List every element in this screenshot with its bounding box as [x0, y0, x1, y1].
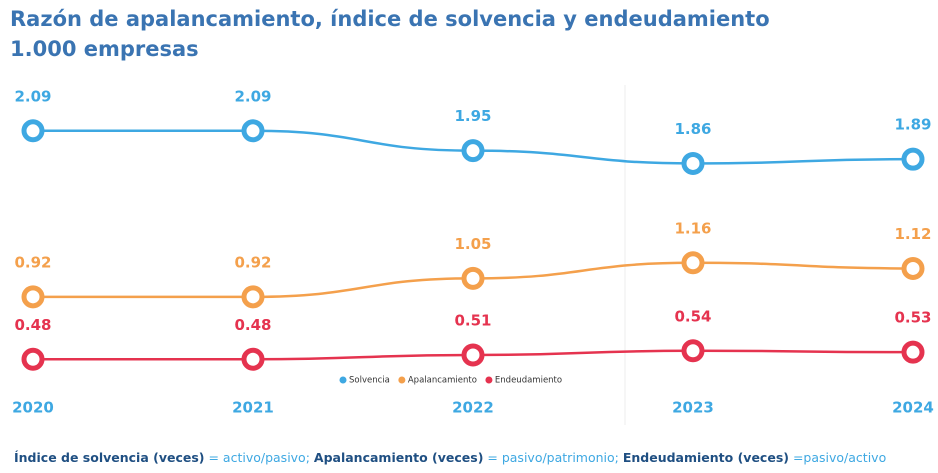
data-label: 2.09: [234, 87, 271, 105]
legend-swatch: [339, 376, 347, 384]
legend-label: Solvencia: [349, 376, 390, 386]
footnote-part: Índice de solvencia (veces): [14, 450, 205, 465]
point: [241, 347, 265, 371]
legend-label: Endeudamiento: [495, 376, 562, 386]
footnote-part: = activo/pasivo;: [204, 450, 314, 465]
data-label: 1.86: [674, 120, 711, 138]
point: [681, 339, 705, 363]
legend-swatch: [398, 376, 406, 384]
data-label: 0.48: [234, 316, 271, 334]
point: [681, 151, 705, 175]
x-tick-label: 2020: [12, 399, 54, 417]
data-label: 0.92: [14, 253, 51, 271]
point: [461, 343, 485, 367]
data-label: 0.92: [234, 253, 271, 271]
x-tick-label: 2023: [672, 399, 714, 417]
footnote-part: Apalancamiento (veces): [313, 450, 484, 465]
point: [241, 285, 265, 309]
footnote-part: Endeudamiento (veces): [622, 450, 789, 465]
x-tick-label: 2022: [452, 399, 494, 417]
point: [21, 347, 45, 371]
point: [901, 340, 925, 364]
data-label: 1.95: [454, 107, 491, 125]
point: [461, 139, 485, 163]
data-label: 1.16: [674, 219, 711, 237]
chart-subtitle: 1.000 empresas: [10, 37, 199, 61]
point: [21, 119, 45, 143]
legend-swatch: [485, 376, 493, 384]
point: [461, 266, 485, 290]
point: [901, 256, 925, 280]
footnote-part: =pasivo/activo: [788, 450, 887, 465]
data-label: 1.89: [894, 116, 931, 134]
chart: Razón de apalancamiento, índice de solve…: [10, 7, 934, 425]
data-label: 0.51: [454, 312, 491, 330]
data-label: 0.53: [894, 309, 931, 327]
data-label: 2.09: [14, 87, 51, 105]
chart-title: Razón de apalancamiento, índice de solve…: [10, 7, 770, 31]
x-tick-label: 2021: [232, 399, 274, 417]
legend-label: Apalancamiento: [408, 376, 477, 386]
x-tick-label: 2024: [892, 399, 934, 417]
footnote-part: = pasivo/patrimonio;: [483, 450, 623, 465]
point: [681, 251, 705, 275]
point: [901, 147, 925, 171]
footnote: Índice de solvencia (veces) = activo/pas…: [14, 450, 886, 465]
point: [241, 119, 265, 143]
data-label: 1.12: [894, 225, 931, 243]
data-label: 1.05: [454, 235, 491, 253]
data-label: 0.48: [14, 316, 51, 334]
point: [21, 285, 45, 309]
data-label: 0.54: [674, 307, 711, 325]
